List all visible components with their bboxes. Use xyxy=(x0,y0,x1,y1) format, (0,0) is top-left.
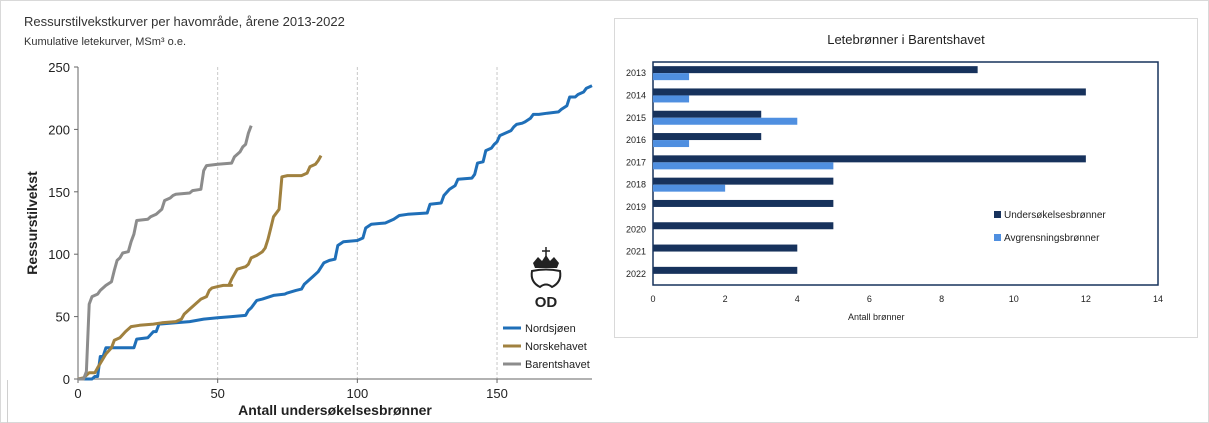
legend-label-1: Norskehavet xyxy=(525,341,587,353)
legend-swatch-right-0 xyxy=(994,211,1001,218)
series-line-barentshavet xyxy=(78,125,253,381)
category-label-2014: 2014 xyxy=(626,90,646,100)
x-tick-label-8: 8 xyxy=(939,294,944,304)
y-tick-label-0: 0 xyxy=(63,372,70,387)
bar-2013-undersokelse xyxy=(653,66,978,74)
y-tick-label-200: 200 xyxy=(48,122,70,137)
category-label-2021: 2021 xyxy=(626,247,646,257)
bar-2014-avgrensning xyxy=(653,95,690,103)
logo-crown xyxy=(533,255,559,268)
x-tick-label-0: 0 xyxy=(74,386,81,401)
bar-2021-undersokelse xyxy=(653,244,798,252)
bar-2018-avgrensning xyxy=(653,184,726,192)
bar-2013-avgrensning xyxy=(653,73,690,81)
y-tick-label-50: 50 xyxy=(56,310,70,325)
series-line-nordsjøen xyxy=(78,84,593,381)
right-chart-panel: Letebrønner i Barentshavet 2013 2014 2015 20… xyxy=(614,18,1198,338)
legend-label-0: Nordsjøen xyxy=(525,323,576,335)
bar-2016-avgrensning xyxy=(653,140,690,148)
right-x-axis-label: Antall brønner xyxy=(848,312,905,322)
category-label-2015: 2015 xyxy=(626,113,646,123)
x-tick-label-14: 14 xyxy=(1153,294,1163,304)
y-tick-label-250: 250 xyxy=(48,60,70,75)
left-chart-panel: Ressurstilvekstkurver per havområde, åre… xyxy=(0,0,600,423)
x-tick-label-50: 50 xyxy=(210,386,224,401)
bar-2022-undersokelse xyxy=(653,266,798,274)
x-tick-label-4: 4 xyxy=(795,294,800,304)
category-label-2016: 2016 xyxy=(626,135,646,145)
category-label-2019: 2019 xyxy=(626,202,646,212)
category-label-2018: 2018 xyxy=(626,180,646,190)
x-tick-label-0: 0 xyxy=(650,294,655,304)
logo-body xyxy=(530,268,562,289)
right-chart-svg: Letebrønner i Barentshavet20132014201520… xyxy=(626,32,1163,322)
bar-2017-avgrensning xyxy=(653,162,834,170)
y-axis-label: Ressurstilvekst xyxy=(24,171,40,275)
legend-swatch-right-1 xyxy=(994,234,1001,241)
category-label-2013: 2013 xyxy=(626,68,646,78)
x-axis-label: Antall undersøkelsesbrønner xyxy=(238,402,432,418)
od-logo-icon: OD xyxy=(530,247,562,311)
x-tick-label-2: 2 xyxy=(723,294,728,304)
left-chart-svg: 0 50 100 150 200 250 0 50 100 150 Antall undersøke… xyxy=(24,60,593,418)
left-chart-subtitle: Kumulative letekurver, MSm³ o.e. xyxy=(24,36,187,48)
legend-label-2: Barentshavet xyxy=(525,359,590,371)
series-line-norskehavet xyxy=(77,154,323,381)
x-tick-label-100: 100 xyxy=(346,386,368,401)
bar-2018-undersokelse xyxy=(653,177,834,185)
bar-2019-undersokelse xyxy=(653,199,834,207)
panel-divider xyxy=(7,380,8,423)
category-label-2022: 2022 xyxy=(626,269,646,279)
x-tick-label-10: 10 xyxy=(1009,294,1019,304)
bar-2016-undersokelse xyxy=(653,133,762,141)
logo-text: OD xyxy=(535,294,558,311)
y-tick-label-150: 150 xyxy=(48,185,70,200)
x-tick-label-12: 12 xyxy=(1081,294,1091,304)
bar-2014-undersokelse xyxy=(653,88,1086,96)
y-tick-label-100: 100 xyxy=(48,247,70,262)
x-tick-label-150: 150 xyxy=(486,386,508,401)
bar-2020-undersokelse xyxy=(653,222,834,230)
left-chart-title: Ressurstilvekstkurver per havområde, åre… xyxy=(24,14,345,29)
bar-2015-avgrensning xyxy=(653,117,798,125)
bar-2015-undersokelse xyxy=(653,110,762,118)
legend-label-right-0: Undersøkelsesbrønner xyxy=(1004,210,1106,221)
bar-2017-undersokelse xyxy=(653,155,1086,163)
category-label-2017: 2017 xyxy=(626,157,646,167)
right-chart-title: Letebrønner i Barentshavet xyxy=(827,32,985,47)
plot-area-border xyxy=(652,61,1159,286)
category-label-2020: 2020 xyxy=(626,224,646,234)
x-tick-label-6: 6 xyxy=(867,294,872,304)
legend-label-right-1: Avgrensningsbrønner xyxy=(1004,233,1100,244)
